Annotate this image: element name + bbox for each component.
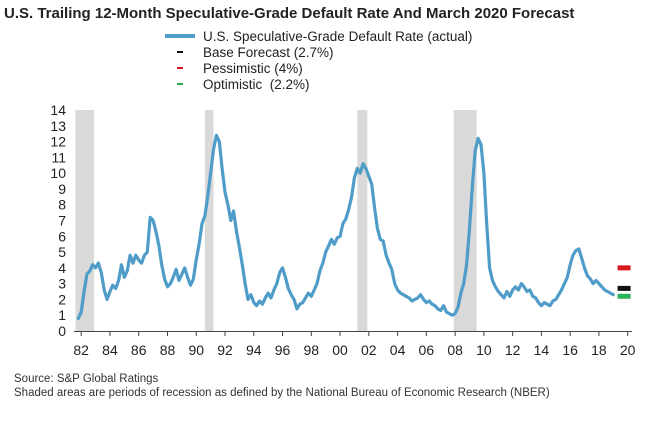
legend-item-actual: U.S. Speculative-Grade Default Rate (act… [165, 28, 472, 44]
y-tick-label-5: 5 [58, 244, 66, 260]
x-tick-label-10: 10 [476, 342, 492, 358]
x-tick-label-02: 02 [361, 342, 377, 358]
chart-title: U.S. Trailing 12-Month Speculative-Grade… [4, 5, 575, 22]
y-tick-label-10: 10 [50, 165, 66, 181]
source-note: Source: S&P Global Ratings [14, 373, 159, 385]
chart-legend: U.S. Speculative-Grade Default Rate (act… [165, 28, 472, 92]
legend-label-base: Base Forecast (2.7%) [203, 44, 334, 60]
x-tick-label-98: 98 [304, 342, 320, 358]
x-tick-label-18: 18 [591, 342, 607, 358]
x-tick-label-92: 92 [217, 342, 233, 358]
x-tick-label-86: 86 [131, 342, 147, 358]
legend-swatch-base [165, 51, 195, 53]
y-tick-label-1: 1 [58, 307, 66, 323]
x-tick-label-90: 90 [188, 342, 204, 358]
x-tick-label-12: 12 [505, 342, 521, 358]
y-tick-label-12: 12 [50, 134, 66, 150]
recession-note: Shaded areas are periods of recession as… [14, 387, 550, 399]
x-tick-label-00: 00 [332, 342, 348, 358]
x-tick-label-14: 14 [534, 342, 550, 358]
legend-item-optimistic: Optimistic (2.2%) [165, 76, 472, 92]
x-tick-label-94: 94 [246, 342, 262, 358]
legend-swatch-pessimistic [165, 67, 195, 69]
x-tick-label-96: 96 [275, 342, 291, 358]
legend-label-actual: U.S. Speculative-Grade Default Rate (act… [203, 28, 473, 44]
y-tick-label-6: 6 [58, 228, 66, 244]
y-tick-label-7: 7 [58, 213, 66, 229]
y-tick-label-9: 9 [58, 181, 66, 197]
x-tick-label-08: 08 [447, 342, 463, 358]
x-tick-label-82: 82 [73, 342, 89, 358]
x-tick-label-20: 20 [620, 342, 636, 358]
x-tick-label-06: 06 [419, 342, 435, 358]
y-tick-label-11: 11 [51, 149, 66, 165]
recession-band-3 [453, 110, 477, 331]
y-tick-label-0: 0 [58, 323, 66, 339]
legend-item-pessimistic: Pessimistic (4%) [165, 60, 472, 76]
x-tick-label-04: 04 [390, 342, 406, 358]
y-tick-label-13: 13 [50, 118, 66, 134]
y-tick-label-8: 8 [58, 197, 66, 213]
y-tick-label-3: 3 [58, 276, 66, 292]
y-tick-label-2: 2 [58, 291, 66, 307]
y-tick-label-14: 14 [50, 102, 66, 118]
recession-band-1 [204, 110, 214, 331]
legend-label-optimistic: Optimistic (2.2%) [203, 76, 310, 92]
legend-item-base: Base Forecast (2.7%) [165, 44, 472, 60]
legend-label-pessimistic: Pessimistic (4%) [203, 60, 303, 76]
series-line-actual [76, 133, 615, 320]
legend-swatch-optimistic [165, 83, 195, 85]
recession-band-0 [75, 110, 95, 331]
x-tick-label-84: 84 [102, 342, 118, 358]
x-tick-label-16: 16 [562, 342, 578, 358]
legend-swatch-actual [165, 34, 195, 38]
y-tick-label-4: 4 [58, 260, 66, 276]
chart-footer: Source: S&P Global Ratings Shaded areas … [14, 372, 550, 400]
x-tick-label-88: 88 [160, 342, 176, 358]
recession-band-2 [357, 110, 368, 331]
